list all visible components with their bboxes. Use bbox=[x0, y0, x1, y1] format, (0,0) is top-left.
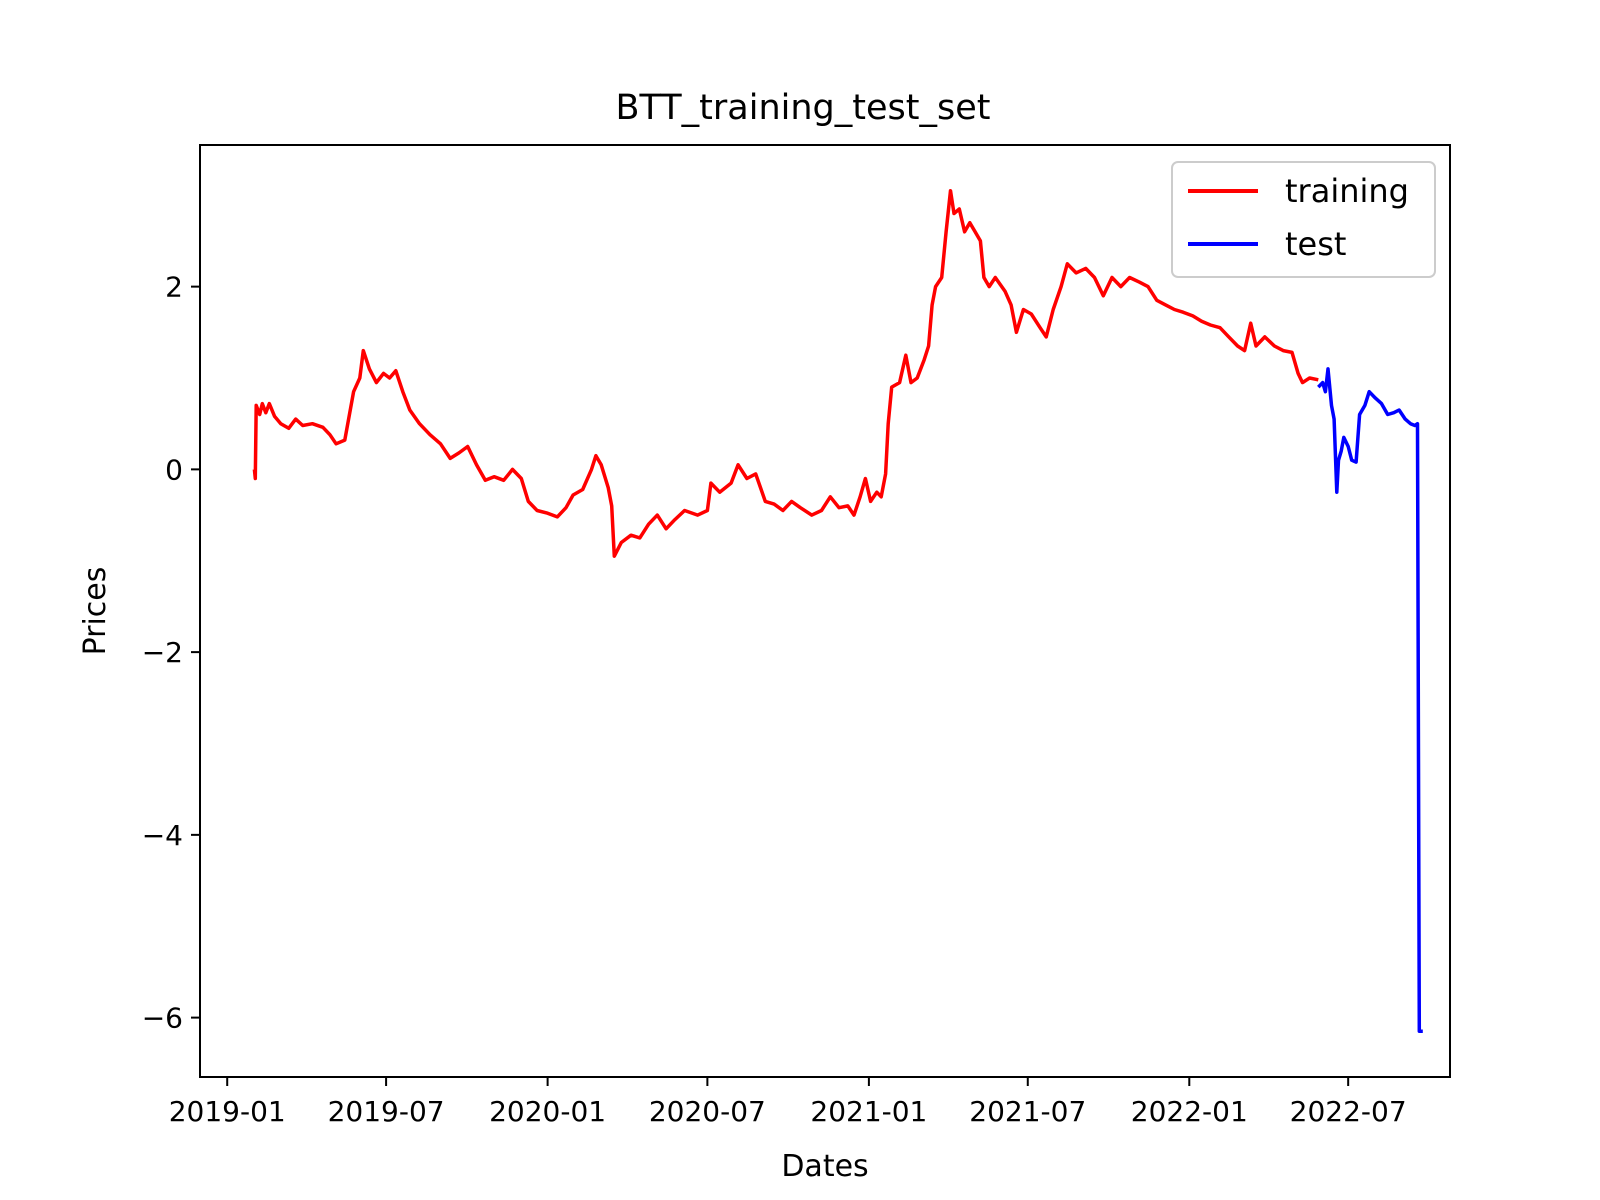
y-tick-label: −4 bbox=[142, 819, 183, 852]
y-axis-title: Prices bbox=[78, 567, 113, 656]
chart-title: BTT_training_test_set bbox=[616, 88, 991, 128]
legend-label-test: test bbox=[1285, 225, 1346, 263]
x-tick-label: 2021-01 bbox=[810, 1095, 927, 1128]
series-line-training bbox=[252, 188, 1319, 558]
y-tick-label: 2 bbox=[165, 271, 183, 304]
x-tick-label: 2020-07 bbox=[649, 1095, 766, 1128]
x-tick-label: 2020-01 bbox=[489, 1095, 606, 1128]
plot-frame bbox=[199, 144, 1451, 1078]
legend: training test bbox=[1171, 161, 1436, 278]
series-line-test bbox=[1317, 367, 1423, 1034]
axis-ticks: 2019-01 2019-07 2020-01 2020-07 2021-01 2021-… bbox=[142, 271, 1407, 1128]
x-tick-label: 2019-01 bbox=[169, 1095, 286, 1128]
x-tick-label: 2022-07 bbox=[1290, 1095, 1407, 1128]
series-layer bbox=[252, 188, 1423, 1034]
y-tick-label: −2 bbox=[142, 636, 183, 669]
x-tick-label: 2019-07 bbox=[328, 1095, 445, 1128]
y-tick-label: −6 bbox=[142, 1002, 183, 1035]
x-axis-title: Dates bbox=[781, 1149, 868, 1184]
legend-label-training: training bbox=[1285, 172, 1409, 210]
x-tick-label: 2022-01 bbox=[1131, 1095, 1248, 1128]
x-tick-label: 2021-07 bbox=[969, 1095, 1086, 1128]
y-tick-label: 0 bbox=[165, 453, 183, 486]
